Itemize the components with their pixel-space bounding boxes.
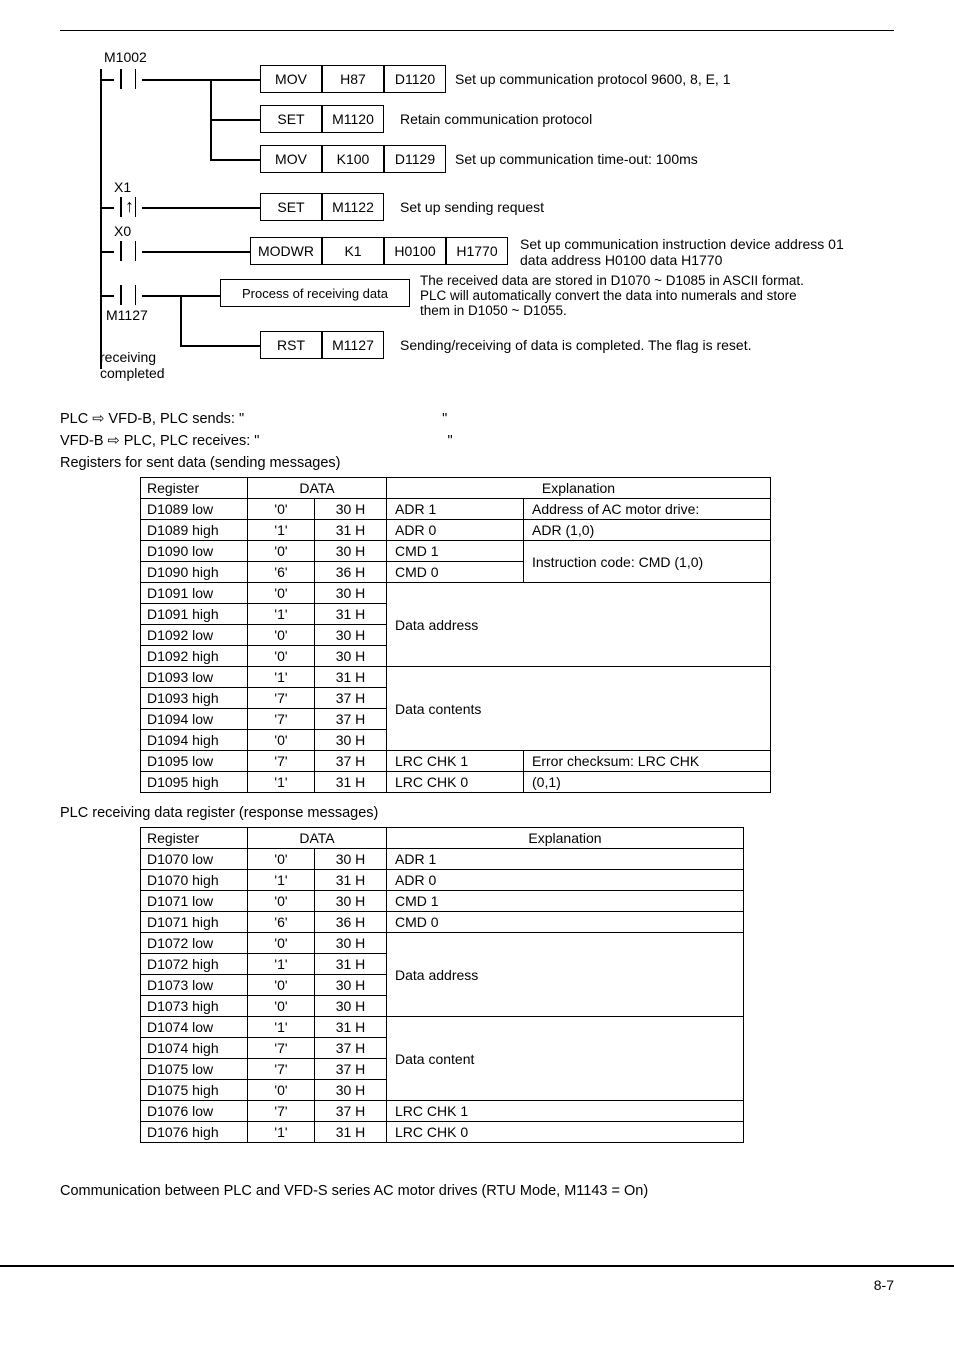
row7-desc: Sending/receiving of data is completed. … [400, 337, 752, 353]
hdr-data: DATA [248, 478, 387, 499]
table-row: D1070 high'1'31 HADR 0 [141, 870, 744, 891]
hdr-data-2: DATA [248, 828, 387, 849]
recv-complete-label: receiving completed [100, 349, 165, 381]
table-row: D1074 low'1'31 HData content [141, 1017, 744, 1038]
ladder-diagram: M1002 MOV H87 D1120 Set up communication… [100, 51, 920, 391]
hdr-explanation: Explanation [387, 478, 771, 499]
m1120-box: M1120 [322, 105, 384, 133]
recv-data-table: Register DATA Explanation D1070 low'0'30… [140, 827, 744, 1143]
row2-desc: Retain communication protocol [400, 111, 592, 127]
rising-edge-icon: ↑ [125, 196, 134, 216]
table-row: D1095 low'7'37 HLRC CHK 1Error checksum:… [141, 751, 771, 772]
example3-heading: Communication between PLC and VFD-S seri… [60, 1183, 894, 1199]
table-row: D1089 high'1'31 HADR 0ADR (1,0) [141, 520, 771, 541]
table-row: D1071 low'0'30 HCMD 1 [141, 891, 744, 912]
process-box: Process of receiving data [220, 279, 410, 307]
x1-label: X1 [114, 179, 131, 195]
h87-box: H87 [322, 65, 384, 93]
plc-sends-text: PLC ⇨ VFD-B, PLC sends: " [60, 411, 244, 427]
row6-desc: The received data are stored in D1070 ~ … [420, 273, 804, 318]
vfd-recv-text: VFD-B ⇨ PLC, PLC receives: " [60, 433, 259, 449]
table-row: D1095 high'1'31 HLRC CHK 0(0,1) [141, 772, 771, 793]
vfd-recv-line: VFD-B ⇨ PLC, PLC receives: " " [60, 433, 894, 449]
d1120-box: D1120 [384, 65, 446, 93]
vfd-recv-end: " [447, 433, 452, 449]
table-row: D1089 low'0'30 HADR 1Address of AC motor… [141, 499, 771, 520]
reg-sent-heading: Registers for sent data (sending message… [60, 455, 894, 471]
d1129-box: D1129 [384, 145, 446, 173]
reg-recv-heading: PLC receiving data register (response me… [60, 805, 894, 821]
hdr-register: Register [141, 478, 248, 499]
m1002-label: M1002 [104, 49, 147, 65]
m1127-box: M1127 [322, 331, 384, 359]
plc-sends-line: PLC ⇨ VFD-B, PLC sends: " " [60, 411, 894, 427]
table-row: D1071 high'6'36 HCMD 0 [141, 912, 744, 933]
table-row: D1072 low'0'30 HData address [141, 933, 744, 954]
row5-desc: Set up communication instruction device … [520, 236, 844, 268]
set-box-2: SET [260, 193, 322, 221]
table-row: D1076 high'1'31 HLRC CHK 0 [141, 1122, 744, 1143]
table-row: D1090 low'0'30 HCMD 1Instruction code: C… [141, 541, 771, 562]
table-row: D1070 low'0'30 HADR 1 [141, 849, 744, 870]
mov-box-1: MOV [260, 65, 322, 93]
h0100-box: H0100 [384, 237, 446, 265]
table-row: D1091 low'0'30 HData address [141, 583, 771, 604]
sent-data-table: Register DATA Explanation D1089 low'0'30… [140, 477, 771, 793]
table-row: D1076 low'7'37 HLRC CHK 1 [141, 1101, 744, 1122]
hdr-register-2: Register [141, 828, 248, 849]
m1127-label: M1127 [106, 307, 148, 323]
mov-box-2: MOV [260, 145, 322, 173]
hdr-explanation-2: Explanation [387, 828, 744, 849]
modwr-box: MODWR [250, 237, 322, 265]
row1-desc: Set up communication protocol 9600, 8, E… [455, 71, 731, 87]
row3-desc: Set up communication time-out: 100ms [455, 151, 698, 167]
h1770-box: H1770 [446, 237, 508, 265]
k1-box: K1 [322, 237, 384, 265]
table-row: D1093 low'1'31 HData contents [141, 667, 771, 688]
k100-box: K100 [322, 145, 384, 173]
rst-box: RST [260, 331, 322, 359]
set-box-1: SET [260, 105, 322, 133]
row4-desc: Set up sending request [400, 199, 544, 215]
m1122-box: M1122 [322, 193, 384, 221]
page-number: 8-7 [0, 1267, 954, 1313]
x0-label: X0 [114, 223, 131, 239]
plc-sends-end: " [442, 411, 447, 427]
